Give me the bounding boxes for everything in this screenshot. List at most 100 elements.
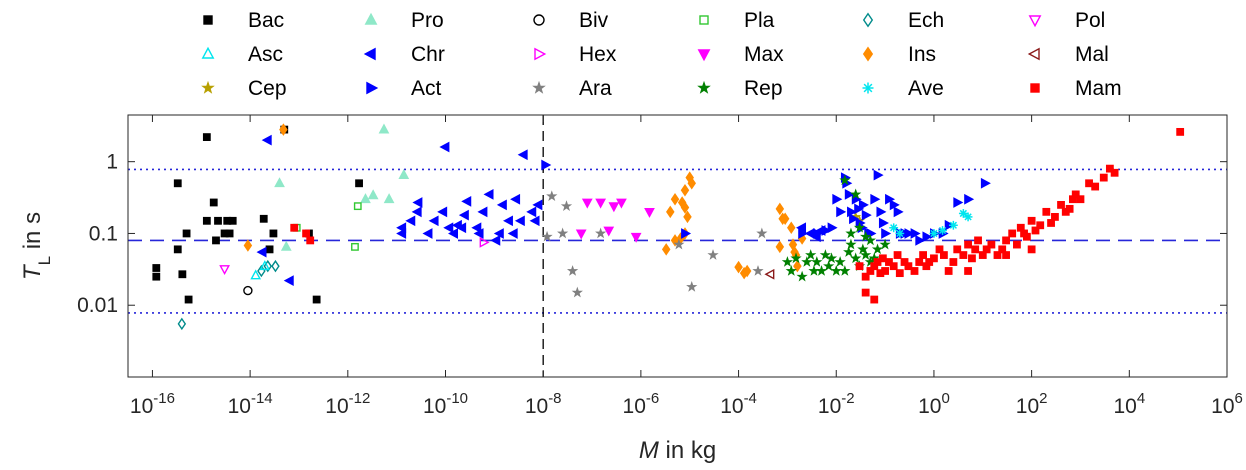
- x-tick-label: 10-12: [325, 390, 370, 418]
- data-point-mam: [895, 269, 904, 278]
- data-point-mam: [290, 223, 299, 232]
- data-point-pro: [398, 169, 410, 180]
- data-point-rep: [857, 243, 869, 255]
- data-point-mam: [940, 251, 948, 259]
- data-point-rep: [871, 243, 884, 255]
- data-point-mam: [959, 251, 968, 259]
- data-point-rep: [860, 249, 872, 260]
- data-point-mam: [993, 251, 1002, 259]
- legend-entry-biv: Biv: [533, 9, 609, 32]
- legend-entry-pol: Pol: [1028, 9, 1105, 32]
- data-point-rep: [811, 256, 823, 267]
- legend-entry-asc: Asc: [201, 43, 283, 66]
- data-point-ins: [780, 212, 790, 226]
- legend-entry-pla: Pla: [699, 9, 775, 32]
- data-point-ech: [263, 259, 273, 273]
- data-point-pro: [367, 189, 379, 200]
- legend-marker-ara: [532, 80, 546, 94]
- legend-marker-max: [697, 49, 711, 62]
- data-point-act: [904, 228, 915, 239]
- legend-marker-rep: [697, 80, 711, 94]
- data-point-mam: [982, 245, 991, 254]
- data-point-pla: [351, 242, 359, 251]
- y-axis-title: TL in s: [19, 212, 54, 280]
- data-point-chr: [458, 209, 469, 221]
- data-point-ara: [595, 227, 607, 239]
- data-point-asc: [259, 260, 271, 271]
- data-point-chr: [507, 228, 518, 239]
- data-point-ins: [683, 210, 692, 224]
- data-point-rep: [790, 252, 802, 264]
- data-point-rep: [845, 227, 857, 239]
- data-point-ara: [673, 238, 685, 250]
- data-point-mam: [870, 295, 879, 304]
- data-point-ins: [685, 171, 694, 184]
- legend-entry-ara: Ara: [532, 77, 612, 100]
- legend-marker-pol: [1028, 15, 1042, 28]
- data-point-mam: [893, 251, 902, 259]
- data-point-pro: [383, 193, 395, 204]
- data-point-mam: [1002, 251, 1010, 259]
- data-point-chr: [529, 215, 540, 227]
- data-point-chr: [502, 215, 513, 227]
- legend-marker-cep: [201, 80, 215, 94]
- series-pro: [274, 123, 410, 251]
- data-point-mam: [1022, 232, 1031, 241]
- data-point-rep: [879, 238, 891, 250]
- data-point-act: [827, 222, 838, 234]
- legend-label-cep: Cep: [248, 77, 287, 100]
- legend-label-ave: Ave: [908, 77, 944, 100]
- x-tick-label: 10-2: [818, 390, 855, 418]
- data-point-mam: [1002, 236, 1010, 245]
- x-tick-label: 104: [1113, 390, 1145, 418]
- legend-entry-cep: Cep: [201, 77, 287, 100]
- data-point-bac: [225, 229, 234, 238]
- data-point-chr: [261, 134, 272, 146]
- data-point-act: [854, 203, 865, 215]
- data-point-pro: [274, 177, 285, 188]
- data-point-bac: [265, 245, 274, 254]
- legend-marker-ins: [862, 46, 874, 62]
- data-point-mam: [885, 258, 893, 266]
- data-point-mam: [904, 262, 913, 271]
- data-point-mam: [1031, 226, 1040, 235]
- data-point-mam: [1110, 168, 1119, 177]
- data-point-mam: [889, 262, 898, 271]
- data-point-bac: [228, 216, 237, 225]
- data-point-mam: [1099, 173, 1108, 182]
- legend-marker-bac: [203, 15, 213, 25]
- data-point-act: [832, 193, 843, 205]
- data-point-chr: [396, 228, 407, 239]
- data-point-ara: [557, 227, 569, 239]
- data-point-mam: [1042, 207, 1051, 216]
- x-tick-label: 106: [1211, 390, 1243, 418]
- data-point-max: [581, 198, 593, 209]
- legend: Bac Pro Biv Pla Ech Pol Asc Chr Hex Max Ins Mal Cep A…: [201, 9, 1122, 100]
- x-tick-label: 10-16: [130, 390, 175, 418]
- legend-label-pro: Pro: [411, 9, 444, 32]
- data-point-ave: [895, 229, 905, 238]
- legend-marker-hex: [534, 47, 547, 61]
- data-point-bac: [173, 179, 182, 188]
- data-point-chr: [448, 228, 458, 239]
- data-point-mam: [302, 229, 311, 238]
- x-tick-label: 102: [1016, 390, 1048, 418]
- legend-label-act: Act: [411, 77, 442, 100]
- series-chr: [256, 134, 826, 287]
- data-points: [152, 123, 1185, 331]
- data-point-chr: [493, 228, 504, 239]
- data-point-chr: [471, 222, 482, 234]
- data-point-pro: [360, 193, 371, 204]
- legend-label-ech: Ech: [908, 9, 944, 32]
- data-point-mam: [1036, 221, 1045, 230]
- y-axis-subscript: L: [35, 256, 54, 265]
- x-tick-label: 100: [918, 390, 950, 418]
- data-point-act: [881, 228, 892, 239]
- x-axis-variable: M: [639, 437, 659, 464]
- data-point-act: [964, 193, 975, 205]
- data-point-ara: [571, 286, 583, 298]
- data-point-chr: [456, 222, 467, 234]
- data-point-mam: [964, 240, 972, 249]
- data-point-mam: [944, 267, 953, 275]
- data-point-act: [893, 206, 904, 218]
